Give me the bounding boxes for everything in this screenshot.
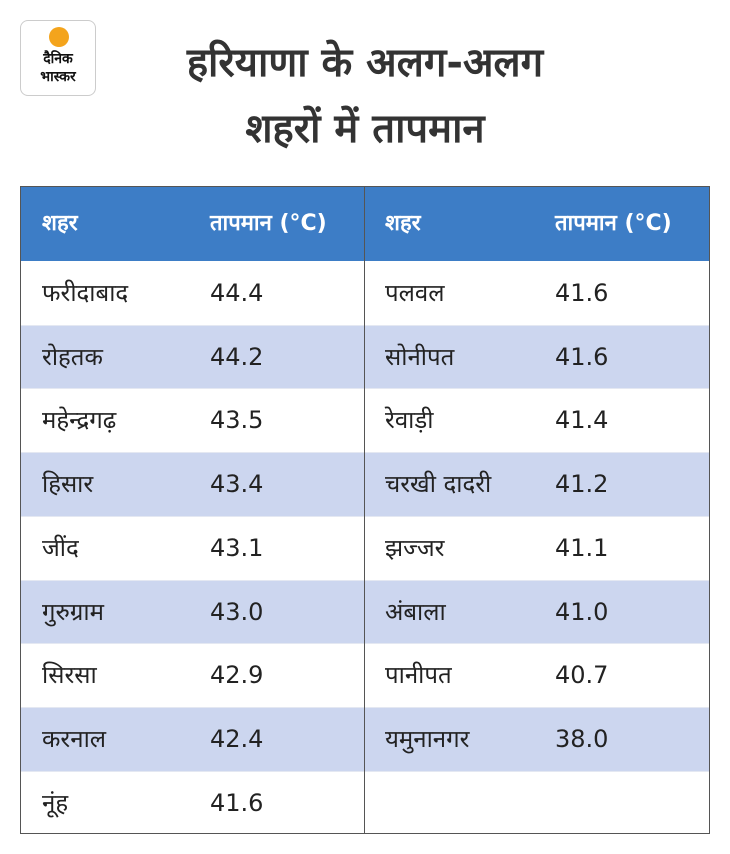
row-stripe [21,452,709,516]
logo: दैनिक भास्कर [20,20,96,96]
temperature: 43.4 [210,470,264,499]
temperature: 41.6 [210,788,264,817]
temperature: 40.7 [555,661,609,690]
city: नूंह [42,788,69,817]
temperature: 43.0 [210,597,264,626]
row-divider [21,706,709,708]
row-divider [21,579,709,581]
city: सोनीपत [385,342,455,371]
city: झज्जर [385,533,445,562]
city: पलवल [385,279,445,307]
temperature: 41.1 [555,533,609,562]
row-divider [21,324,709,326]
column-divider [364,187,365,833]
city: सिरसा [42,661,97,690]
temperature: 41.4 [555,406,609,435]
logo-text: दैनिक [43,51,73,67]
city: जींद [42,533,79,562]
city: गुरुग्राम [42,597,104,626]
column-header: तापमान (°C) [210,211,327,236]
temperature: 41.0 [555,597,609,626]
row-divider [21,515,709,517]
temperature: 43.1 [210,533,264,562]
city: यमुनानगर [385,724,470,753]
row-stripe [21,706,709,771]
row-stripe [21,324,709,389]
temperature: 41.6 [555,342,609,371]
logo-text: भास्कर [40,69,76,85]
temperature: 44.2 [210,342,264,371]
header-row [21,187,709,261]
city: पानीपत [385,661,452,690]
temperature: 42.9 [210,661,264,690]
city: रेवाड़ी [385,406,434,435]
logo-sun [49,27,69,47]
city: करनाल [42,724,107,753]
row-divider [21,643,709,645]
row-divider [21,388,709,390]
row-divider [21,452,709,454]
temperature: 41.2 [555,470,609,499]
city: चरखी दादरी [385,470,492,499]
temperature: 43.5 [210,406,264,435]
city: महेन्द्रगढ़ [42,406,117,435]
temperature: 38.0 [555,724,609,753]
column-header: शहर [42,211,78,236]
city: फरीदाबाद [42,279,129,307]
city: रोहतक [42,342,103,371]
title: हरियाणा के अलग-अलग [186,40,544,86]
city: हिसार [42,470,94,499]
temperature: 44.4 [210,279,264,307]
table: शहर तापमान (°C) शहर तापमान (°C) फरीदाबाद 44.4… [20,186,710,834]
row-stripe [21,579,709,644]
temperature: 41.6 [555,279,609,307]
column-header: शहर [385,211,421,236]
row-divider [21,770,709,772]
city: अंबाला [385,597,446,626]
temperature: 42.4 [210,724,264,753]
column-header: तापमान (°C) [555,211,672,236]
title: शहरों में तापमान [245,106,485,152]
